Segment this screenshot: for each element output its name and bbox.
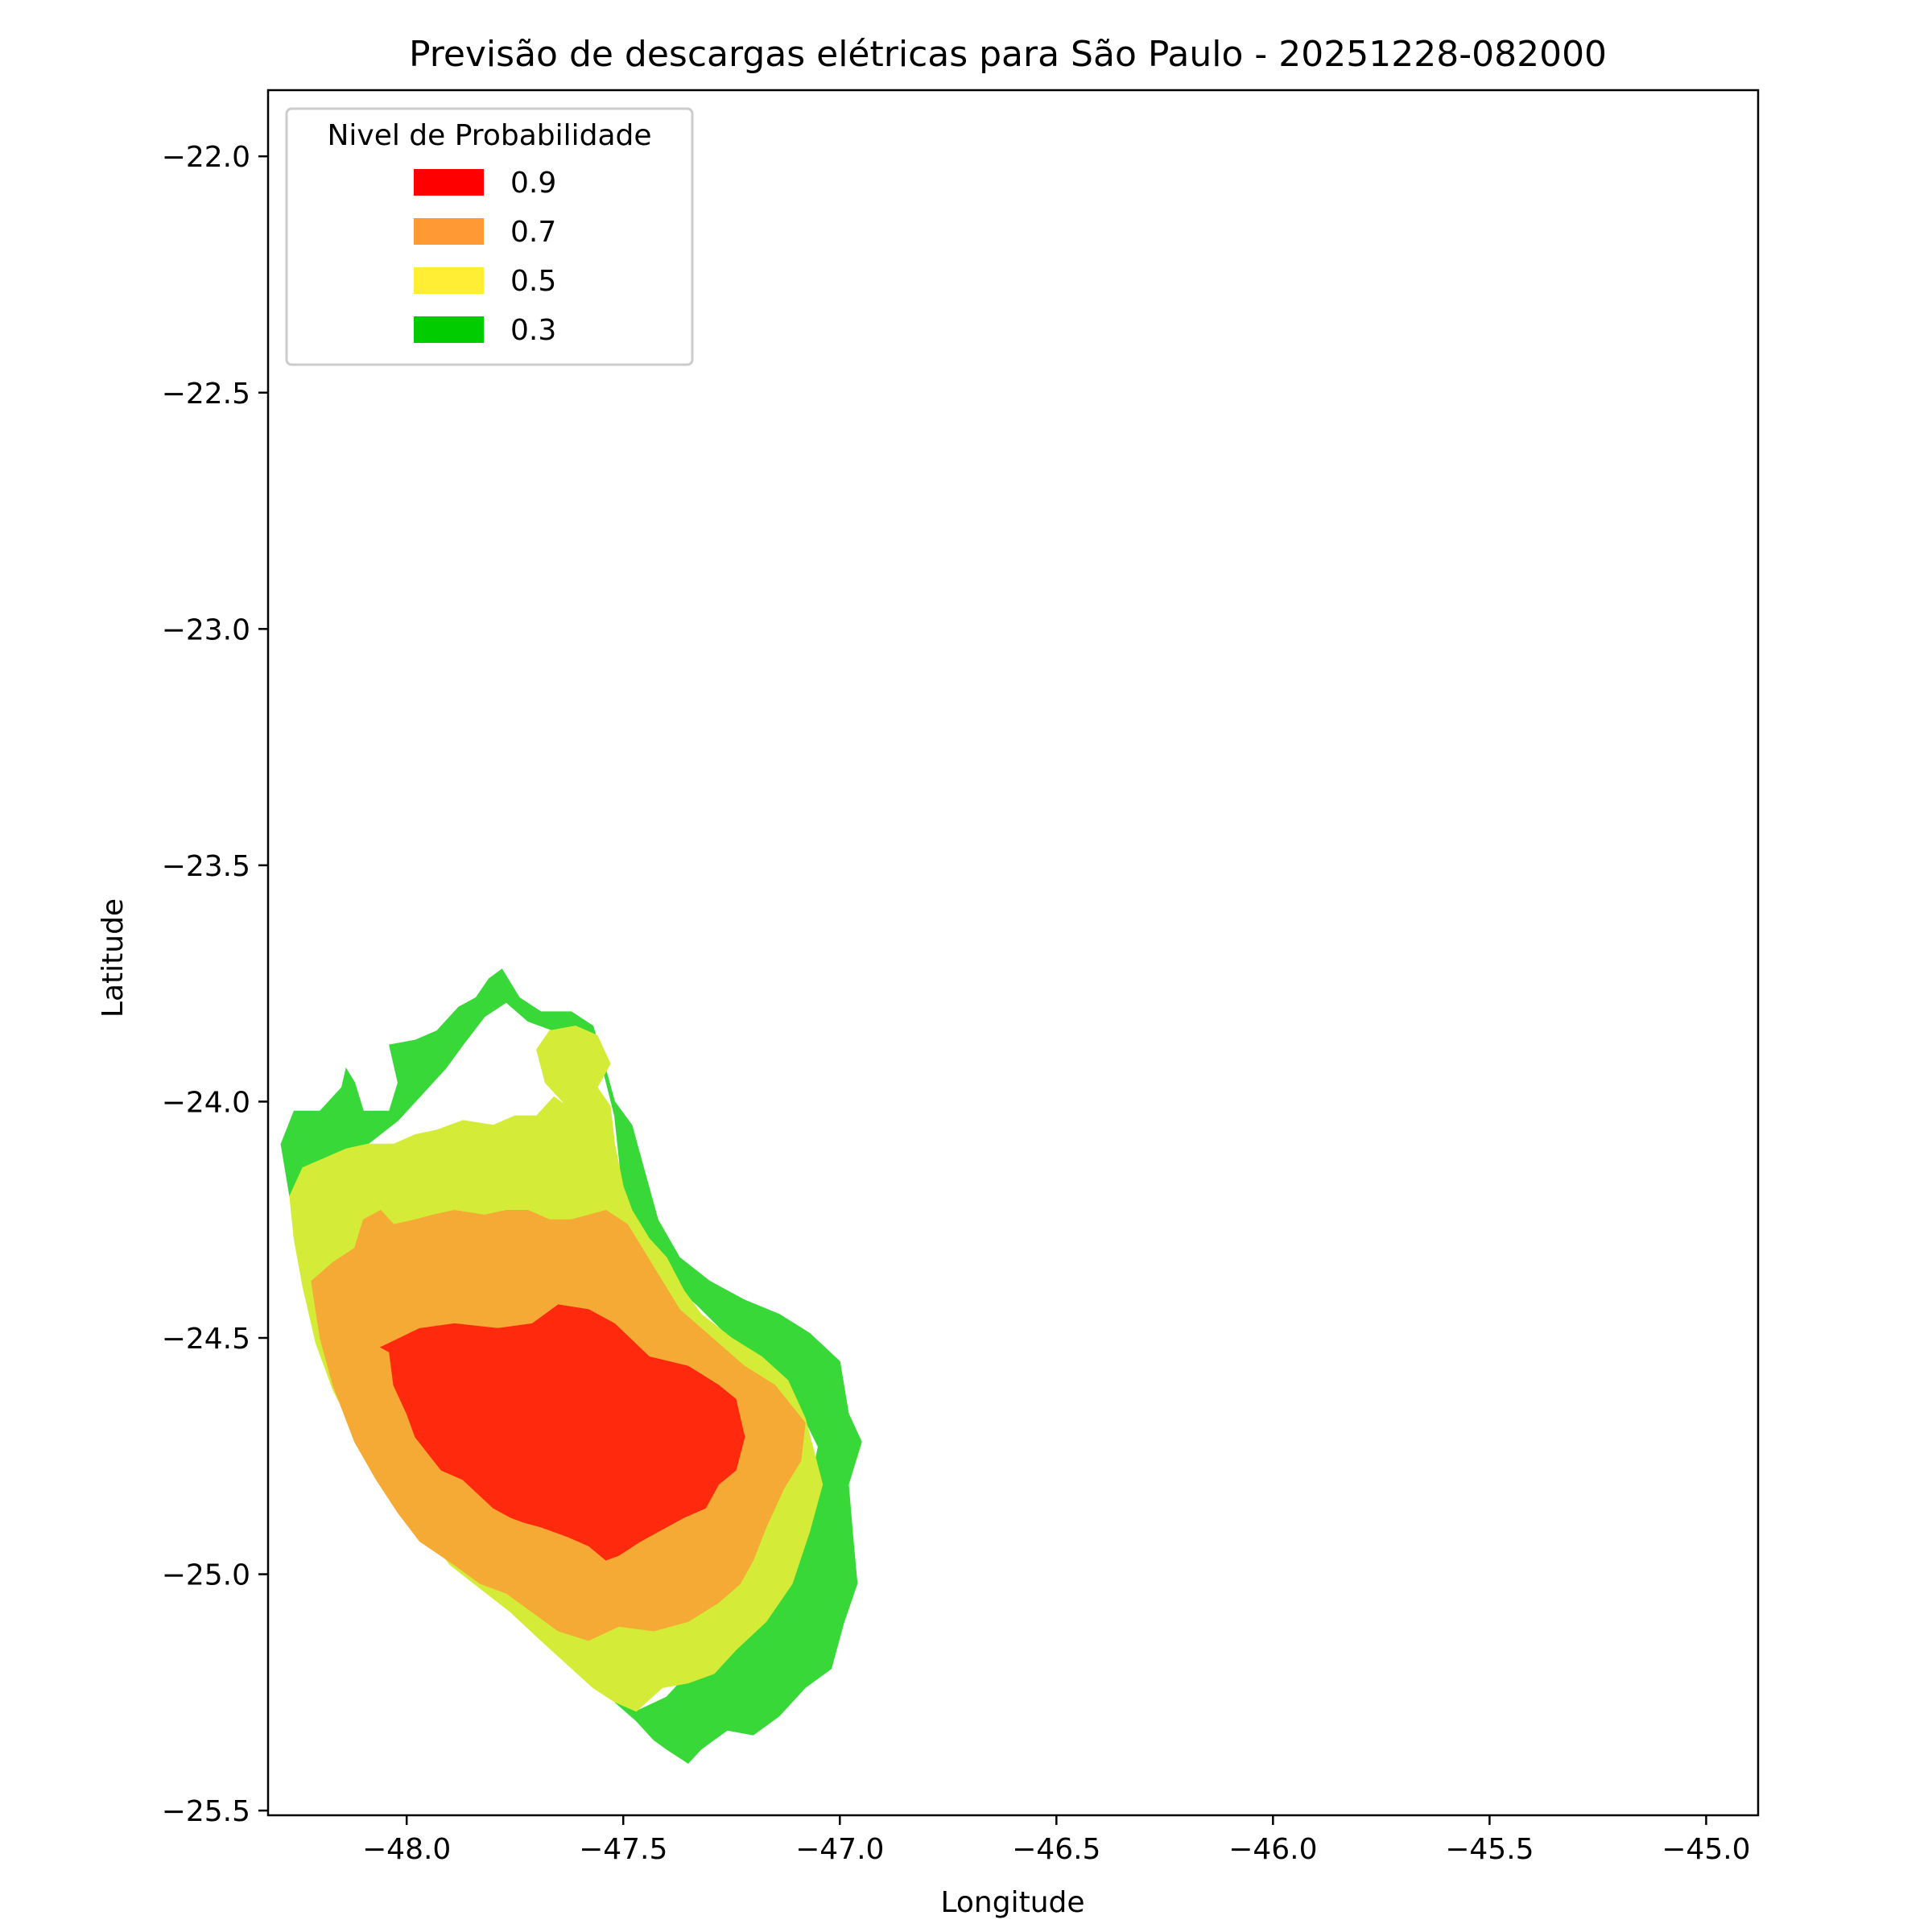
legend-swatch-0-3 xyxy=(414,316,484,343)
plot-area xyxy=(266,89,1760,1817)
y-tick-label: −23.0 xyxy=(162,613,250,646)
x-tick-label: −48.0 xyxy=(362,1833,451,1866)
x-axis-ticks: −48.0 −47.5 −47.0 −46.5 −46.0 −45.5 −45.0 xyxy=(362,1815,1751,1866)
legend-entries: 0.9 0.7 0.5 0.3 xyxy=(414,167,556,347)
map-title: Previsão de descargas elétricas para São… xyxy=(409,34,1607,75)
legend: Nivel de Probabilidade 0.9 0.7 0.5 0.3 xyxy=(285,107,694,366)
x-tick-label: −47.5 xyxy=(579,1833,667,1866)
x-tick-label: −46.5 xyxy=(1012,1833,1100,1866)
x-tick-label: −46.0 xyxy=(1228,1833,1317,1866)
probability-contours xyxy=(280,968,862,1765)
legend-label-0-9: 0.9 xyxy=(510,167,556,200)
legend-title: Nivel de Probabilidade xyxy=(327,119,651,152)
legend-swatch-0-9 xyxy=(414,169,484,196)
y-axis-ticks: −22.0 −22.5 −23.0 −23.5 −24.0 −24.5 −25.0 −25.5 xyxy=(162,141,268,1828)
x-tick-label: −45.5 xyxy=(1445,1833,1534,1866)
legend-box xyxy=(285,107,694,366)
y-tick-label: −22.5 xyxy=(162,378,250,411)
y-axis-label: Latitude xyxy=(97,898,130,1018)
contour-level-0-9 xyxy=(379,1304,745,1561)
x-tick-label: −45.0 xyxy=(1662,1833,1750,1866)
y-tick-label: −24.0 xyxy=(162,1086,250,1119)
y-tick-label: −24.5 xyxy=(162,1323,250,1356)
contour-level-0-3 xyxy=(280,968,862,1765)
plot-frame xyxy=(266,89,1760,1817)
y-tick-label: −25.0 xyxy=(162,1559,250,1592)
y-tick-label: −25.5 xyxy=(162,1795,250,1828)
y-tick-label: −23.5 xyxy=(162,850,250,883)
legend-swatch-0-5 xyxy=(414,267,484,294)
x-tick-label: −47.0 xyxy=(795,1833,884,1866)
legend-label-0-7: 0.7 xyxy=(510,216,556,249)
x-axis-label: Longitude xyxy=(940,1886,1084,1919)
legend-label-0-3: 0.3 xyxy=(510,314,556,347)
legend-label-0-5: 0.5 xyxy=(510,265,556,298)
legend-swatch-0-7 xyxy=(414,218,484,245)
y-tick-label: −22.0 xyxy=(162,141,250,174)
